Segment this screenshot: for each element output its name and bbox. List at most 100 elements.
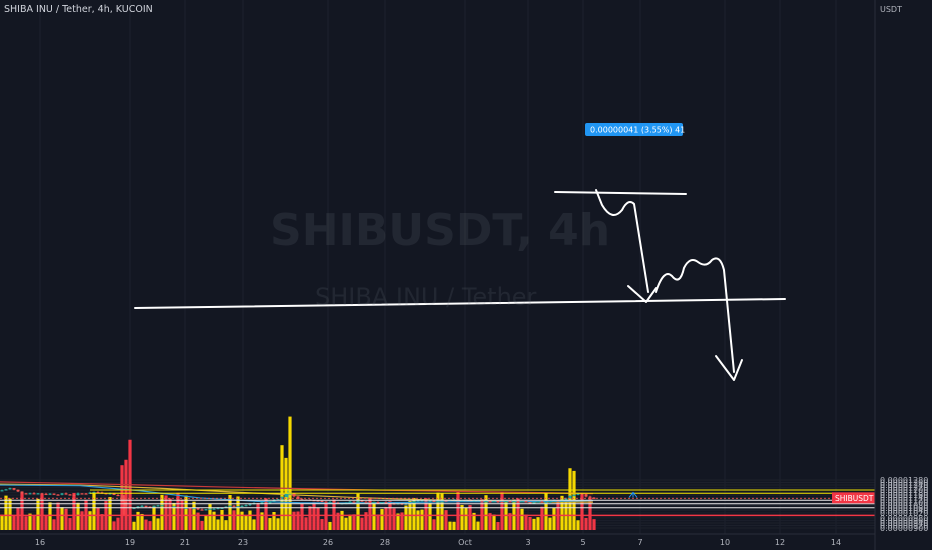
candle-body [28, 493, 32, 495]
volume-bar [444, 510, 448, 530]
candle-body [420, 500, 424, 502]
candle-body [152, 505, 156, 508]
volume-bar [16, 507, 20, 530]
volume-bar [384, 507, 388, 530]
candle-body [460, 500, 464, 502]
price-tick-label: 0.00001240 [880, 481, 928, 490]
volume-bar [320, 519, 324, 530]
time-tick-label: 7 [637, 538, 642, 547]
candle-body [268, 501, 272, 504]
candle-body [112, 493, 116, 495]
volume-bar [340, 510, 344, 530]
candle-body [364, 501, 368, 503]
candle-body [196, 507, 200, 510]
time-tick-label: 16 [35, 538, 45, 547]
candle-body [284, 493, 288, 498]
candle-body [536, 501, 540, 503]
time-tick-label: 14 [831, 538, 841, 547]
volume-bar [576, 520, 580, 530]
price-tick-label: 0.00001220 [880, 484, 928, 493]
volume-bar [492, 514, 496, 530]
candle-body [244, 505, 248, 507]
candle-body [20, 491, 24, 494]
candle-body [140, 505, 144, 507]
candle-body [84, 493, 88, 495]
volume-bar [356, 493, 360, 530]
volume-bar [76, 502, 80, 530]
volume-bar [540, 506, 544, 530]
volume-bar [548, 517, 552, 530]
arrow-down-2 [655, 257, 743, 381]
candle-body [528, 502, 532, 504]
price-tick-label: 0.00001280 [880, 476, 928, 485]
volume-bar [224, 520, 228, 530]
candle-body [148, 506, 152, 508]
volume-bar [4, 495, 8, 530]
volume-bar [72, 492, 76, 530]
candle-body [164, 505, 168, 507]
volume-bar [556, 502, 560, 530]
volume-bar [440, 493, 444, 530]
volume-bar [524, 514, 528, 530]
candle-body [144, 505, 148, 507]
volume-bar [196, 512, 200, 530]
candle-body [380, 502, 384, 504]
volume-bar [132, 521, 136, 530]
volume-bar [304, 517, 308, 530]
price-tick-label: 0.00000900 [880, 524, 928, 533]
time-axis-bg [0, 534, 875, 550]
time-tick-label: 23 [238, 538, 248, 547]
candle-body [56, 494, 60, 496]
candle-body [348, 501, 352, 503]
volume-bar [316, 507, 320, 530]
volume-bar [168, 498, 172, 530]
time-tick-label: 5 [580, 538, 585, 547]
candle-body [116, 494, 120, 497]
volume-bar [560, 495, 564, 530]
price-tick-label: 0.00000960 [880, 516, 928, 525]
volume-bar [300, 503, 304, 530]
candle-body [228, 505, 232, 507]
volume-bar [228, 494, 232, 530]
candle-body [160, 505, 164, 507]
volume-bar [116, 517, 120, 530]
volume-bar [272, 511, 276, 530]
candle-body [548, 501, 552, 503]
volume-bar [96, 507, 100, 530]
volume-bar [60, 507, 64, 530]
volume-bar [352, 514, 356, 530]
price-tick-label: 0.00000940 [880, 519, 928, 528]
volume-bar [488, 513, 492, 530]
volume-bar [156, 518, 160, 530]
price-tick-label: 0.00001060 [880, 504, 928, 513]
candle-body [360, 500, 364, 502]
measure-tool[interactable]: 0.00000041 (3.55%) 41 [585, 123, 685, 498]
volume-bar [208, 504, 212, 530]
candle-body [212, 508, 216, 510]
time-tick-label: 10 [720, 538, 730, 547]
candle-body [8, 488, 12, 490]
price-tick-label: 0.00001260 [880, 479, 928, 488]
candle-body [352, 501, 356, 503]
candle-body [356, 500, 360, 502]
candle-body [564, 498, 568, 501]
volume-bar [360, 517, 364, 530]
price-axis[interactable]: USDT0.000012800.000012600.000012400.0000… [875, 0, 932, 550]
volume-bar [348, 514, 352, 530]
candle-body [496, 501, 500, 503]
time-tick-label: Oct [458, 538, 472, 547]
hand-drawings[interactable] [134, 189, 786, 381]
candle-body [572, 495, 576, 497]
candle-body [588, 496, 592, 498]
time-axis[interactable]: 16 19 21 23 26 28 Oct 3 5 7 10 12 14 [0, 0, 876, 550]
candle-body [80, 493, 84, 495]
volume-bar [268, 518, 272, 530]
volume-bar [448, 521, 452, 530]
time-tick-label: 28 [380, 538, 390, 547]
price-tick-label: 0.00001160 [880, 491, 928, 500]
candle-body [560, 500, 564, 502]
volume-bar [400, 512, 404, 530]
candle-body [272, 500, 276, 502]
volume-bar [212, 511, 216, 530]
